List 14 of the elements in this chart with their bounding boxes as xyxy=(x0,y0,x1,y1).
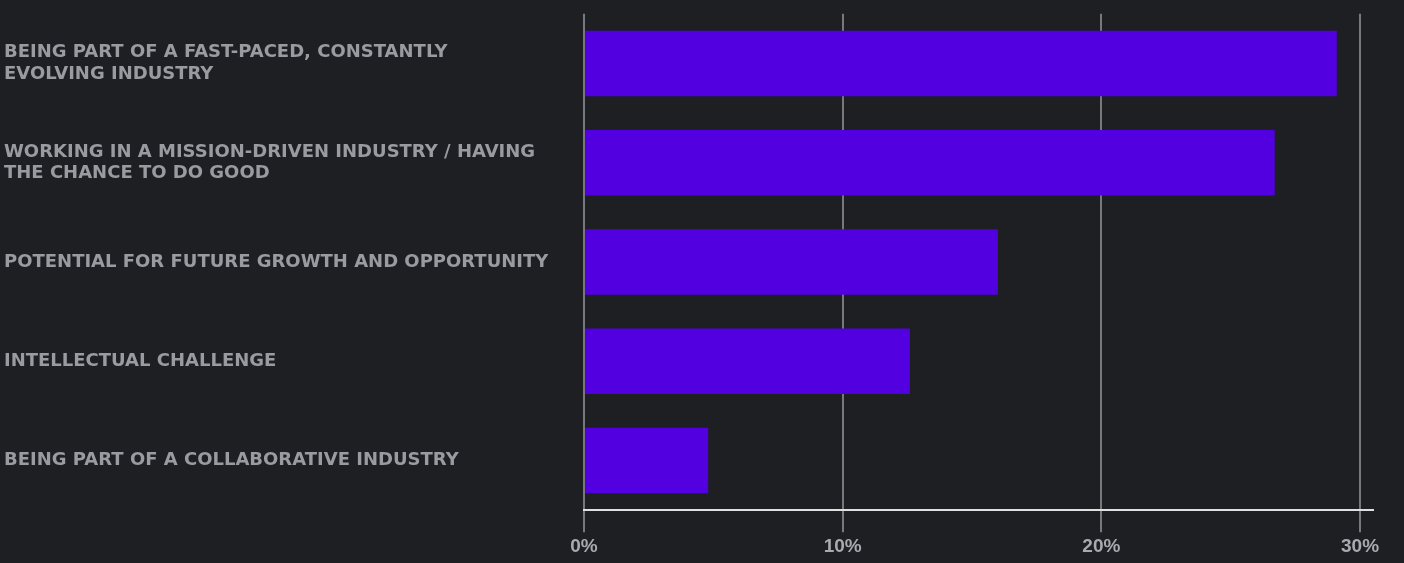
bar xyxy=(585,129,1275,196)
y-tick-label: BEING PART OF A COLLABORATIVE INDUSTRY xyxy=(4,448,460,470)
x-tick-label: 30% xyxy=(1341,534,1380,556)
y-tick-label: WORKING IN A MISSION-DRIVEN INDUSTRY / HAVING THE CHANCE TO DO GOOD xyxy=(4,139,536,183)
x-tick-label: 20% xyxy=(1082,534,1121,556)
bar xyxy=(585,328,910,395)
y-tick-label: INTELLECTUAL CHALLENGE xyxy=(4,348,277,370)
y-tick-label: POTENTIAL FOR FUTURE GROWTH AND OPPORTUNITY xyxy=(4,249,550,271)
bar xyxy=(585,427,709,494)
bar xyxy=(585,229,998,295)
x-tick-label: 0% xyxy=(570,534,598,556)
x-tick-label: 10% xyxy=(823,534,862,556)
y-tick-label: BEING PART OF A FAST-PACED, CONSTANTLY EVOLVING INDUSTRY xyxy=(4,40,449,83)
bar xyxy=(585,30,1337,97)
